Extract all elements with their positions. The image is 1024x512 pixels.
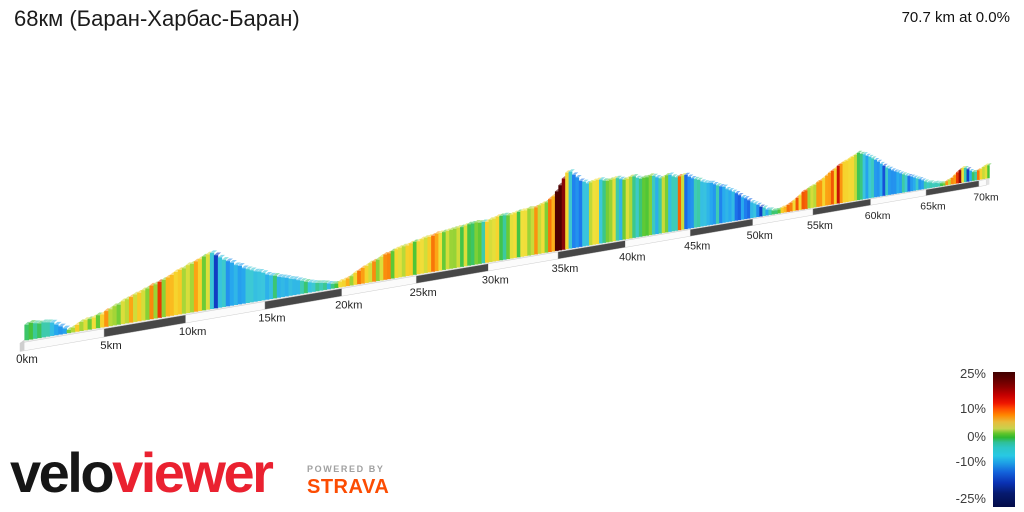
axis-tick-label: 35km <box>552 263 579 275</box>
axis-tick-label: 50km <box>747 230 773 242</box>
axis-tick-label: 25km <box>410 287 437 299</box>
axis-tick-label: 5km <box>100 340 122 352</box>
axis-tick-label: 10km <box>179 326 207 338</box>
strava-attribution[interactable]: POWERED BY STRAVA <box>307 464 389 499</box>
veloviewer-logo[interactable]: veloviewer <box>10 441 274 504</box>
axis-tick-label: 20km <box>335 300 362 312</box>
axis-tick-label: 70km <box>973 193 998 204</box>
page-title: 68км (Баран-Харбас-Баран) <box>14 6 300 31</box>
axis-tick-label: 55km <box>807 220 833 232</box>
veloviewer-logo-viewer: viewer <box>112 441 274 504</box>
route-summary: 70.7 km at 0.0% <box>901 9 1010 26</box>
axis-tick-label: 45km <box>684 241 710 253</box>
axis-tick-label: 40km <box>619 252 645 264</box>
veloviewer-logo-velo: velo <box>10 441 115 504</box>
powered-by-label: POWERED BY <box>307 464 385 474</box>
axis-tick-label: 60km <box>865 210 891 222</box>
axis-tick-label: 0km <box>16 354 38 366</box>
axis-tick-label: 15km <box>258 313 285 325</box>
axis-tick-label: 30km <box>482 275 509 287</box>
axis-tick-label: 65km <box>920 202 945 213</box>
strava-logo: STRAVA <box>307 476 390 498</box>
